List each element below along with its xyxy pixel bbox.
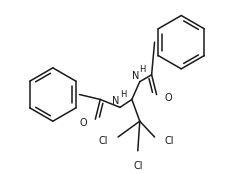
Text: Cl: Cl xyxy=(99,136,108,146)
Text: H: H xyxy=(120,90,126,100)
Text: N: N xyxy=(112,96,120,106)
Text: Cl: Cl xyxy=(133,161,143,171)
Text: Cl: Cl xyxy=(165,136,174,146)
Text: N: N xyxy=(132,71,139,81)
Text: H: H xyxy=(140,65,146,74)
Text: O: O xyxy=(165,93,172,104)
Text: O: O xyxy=(80,118,87,128)
